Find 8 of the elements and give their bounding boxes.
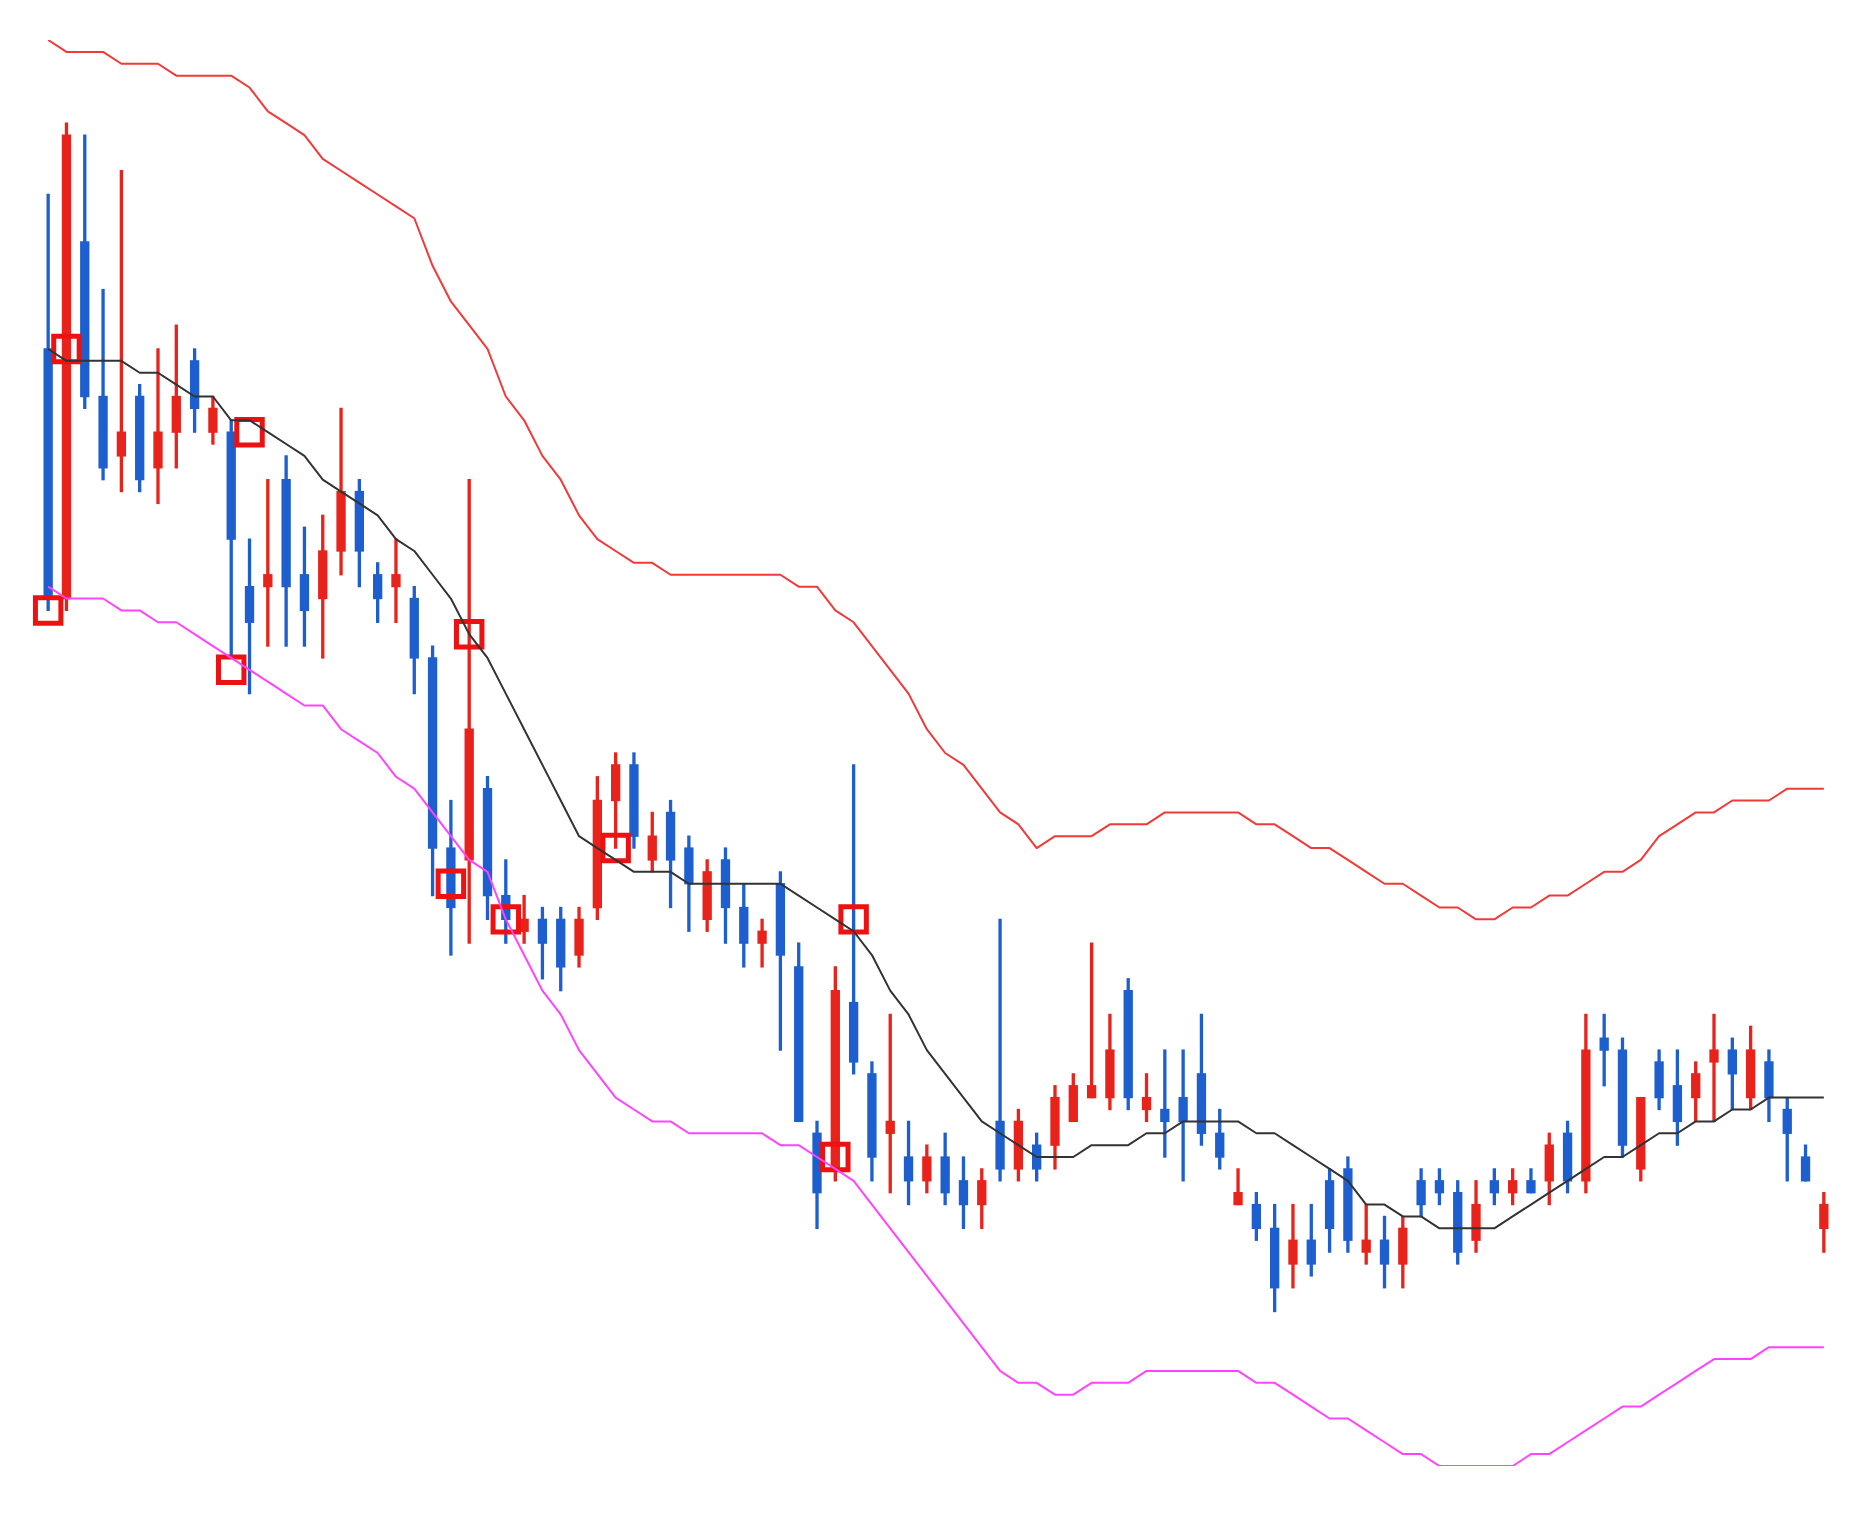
point bbox=[453, 618, 485, 650]
point bbox=[32, 595, 64, 626]
point bbox=[435, 868, 467, 899]
point bbox=[838, 904, 869, 935]
point bbox=[490, 904, 522, 935]
point bbox=[215, 654, 247, 686]
point bbox=[600, 832, 631, 864]
point bbox=[820, 1141, 851, 1173]
